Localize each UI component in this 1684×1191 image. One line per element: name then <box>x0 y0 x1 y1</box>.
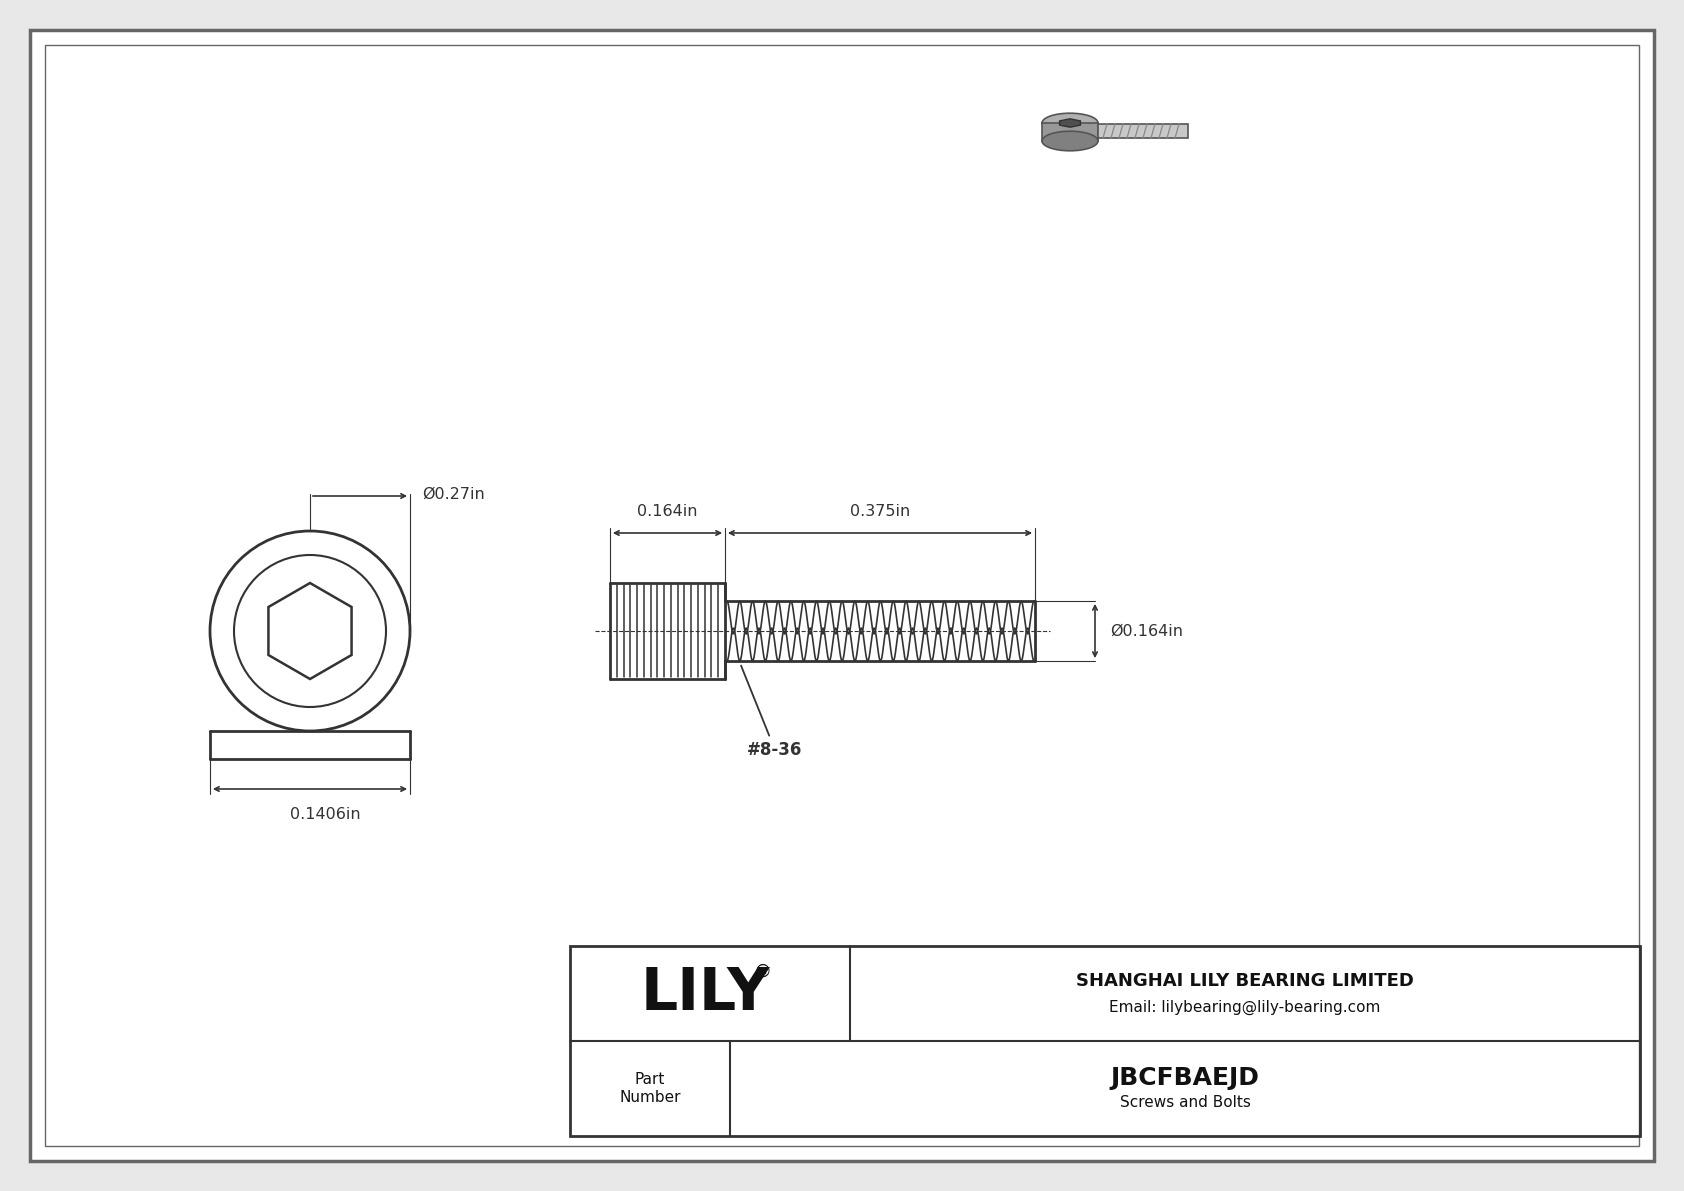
Bar <box>1042 123 1098 141</box>
Text: 0.164in: 0.164in <box>637 504 697 519</box>
Text: Part
Number: Part Number <box>620 1072 680 1105</box>
Text: Email: lilybearing@lily-bearing.com: Email: lilybearing@lily-bearing.com <box>1110 1000 1381 1015</box>
Polygon shape <box>1059 119 1081 127</box>
Text: Ø0.164in: Ø0.164in <box>1110 624 1182 638</box>
Text: 0.375in: 0.375in <box>850 504 909 519</box>
Ellipse shape <box>1042 113 1098 133</box>
Bar <box>569 946 1640 1136</box>
Text: SHANGHAI LILY BEARING LIMITED: SHANGHAI LILY BEARING LIMITED <box>1076 973 1415 991</box>
Text: JBCFBAEJD: JBCFBAEJD <box>1110 1066 1260 1091</box>
Text: LILY: LILY <box>640 965 770 1022</box>
Text: 0.1406in: 0.1406in <box>290 807 360 822</box>
Text: ®: ® <box>753 962 771 980</box>
Bar <box>1098 124 1187 138</box>
Ellipse shape <box>1042 131 1098 151</box>
Text: Screws and Bolts: Screws and Bolts <box>1120 1095 1251 1110</box>
Text: Ø0.27in: Ø0.27in <box>423 486 485 501</box>
Text: #8-36: #8-36 <box>741 666 803 759</box>
